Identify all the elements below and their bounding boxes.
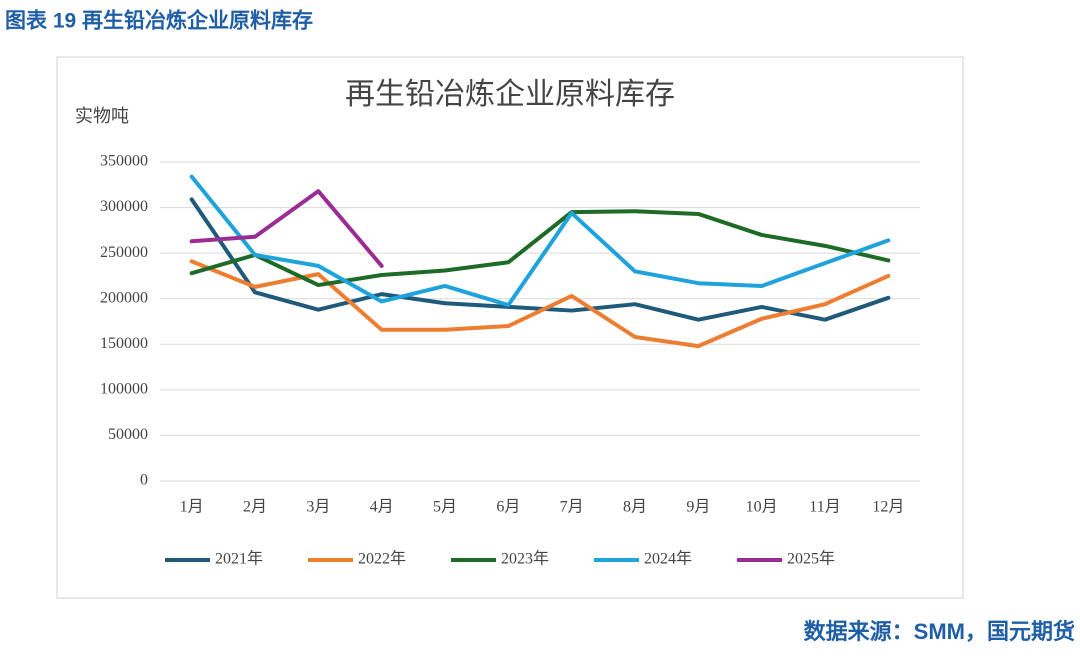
x-tick-label: 8月 — [623, 499, 647, 516]
y-tick-label: 200000 — [100, 289, 148, 306]
y-tick-label: 250000 — [100, 244, 148, 261]
chart-frame — [56, 56, 964, 599]
legend-label: 2024年 — [644, 550, 692, 568]
series-line — [189, 174, 891, 308]
y-tick-label: 300000 — [100, 198, 148, 215]
series-line — [189, 189, 384, 268]
series-line — [189, 209, 891, 288]
legend-label: 2023年 — [501, 550, 549, 568]
x-tick-label: 6月 — [496, 499, 520, 516]
x-tick-label: 3月 — [306, 499, 330, 516]
x-tick-label: 5月 — [433, 499, 457, 516]
legend-label: 2025年 — [787, 550, 835, 568]
x-tick-label: 2月 — [243, 499, 267, 516]
x-tick-label: 4月 — [370, 499, 394, 516]
chart-title: 再生铅冶炼企业原料库存 — [345, 78, 675, 111]
y-axis-label: 实物吨 — [75, 106, 129, 126]
x-tick-label: 9月 — [686, 499, 710, 516]
y-tick-label: 100000 — [100, 381, 148, 398]
source: 数据来源：SMM，国元期货 — [804, 619, 1075, 644]
series-line — [189, 197, 891, 322]
x-tick-label: 11月 — [809, 499, 840, 516]
figure-title: 图表 19 再生铅冶炼企业原料库存 — [5, 9, 313, 33]
y-tick-label: 0 — [140, 472, 148, 489]
y-tick-label: 150000 — [100, 335, 148, 352]
x-tick-label: 1月 — [180, 499, 204, 516]
y-tick-label: 50000 — [108, 426, 148, 443]
x-tick-label: 7月 — [560, 499, 584, 516]
series-line — [189, 259, 891, 349]
y-tick-label: 350000 — [100, 153, 148, 170]
plot: 0 50000 100000 150000 200000 250000 300000 3500… — [100, 153, 920, 568]
legend-label: 2021年 — [215, 550, 263, 568]
legend-label: 2022年 — [358, 550, 406, 568]
x-tick-label: 10月 — [746, 499, 778, 516]
x-tick-label: 12月 — [872, 499, 904, 516]
